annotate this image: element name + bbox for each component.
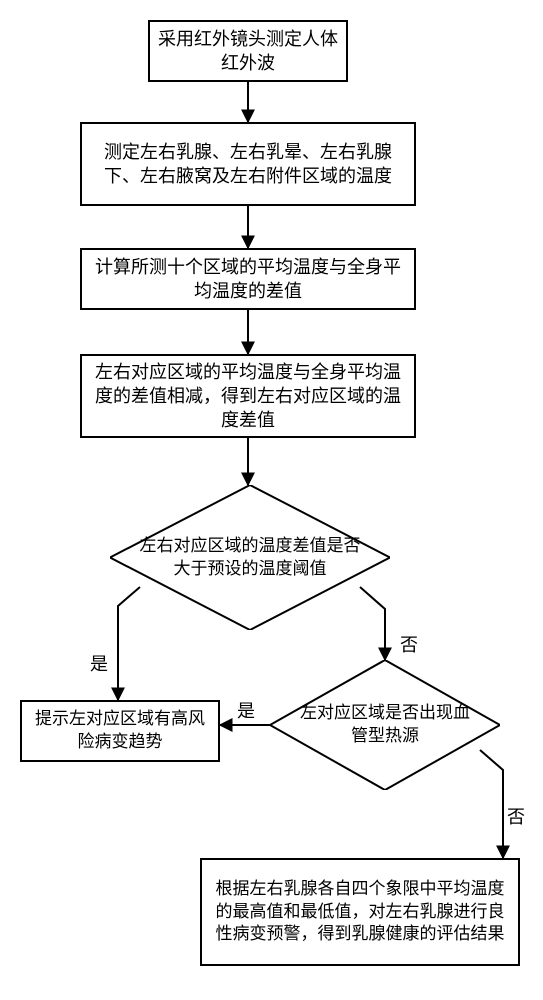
node-text: 根据左右乳腺各自四个象限中平均温度的最高值和最低值，对左右乳腺进行良性病变预警，… [210,878,510,947]
node-text: 左右对应区域的温度差值是否大于预设的温度阈值 [138,535,362,581]
node-n6: 提示左对应区域有高风险病变趋势 [20,700,220,762]
node-n8: 根据左右乳腺各自四个象限中平均温度的最高值和最低值，对左右乳腺进行良性病变预警，… [200,858,520,966]
node-n4: 左右对应区域的平均温度与全身平均温度的差值相减，得到左右对应区域的温度差值 [80,354,416,438]
node-n3: 计算所测十个区域的平均温度与全身平均温度的差值 [80,248,416,310]
edge-label-no2: 否 [507,808,525,826]
node-text: 左右对应区域的平均温度与全身平均温度的差值相减，得到左右对应区域的温度差值 [90,360,406,433]
edge-label-no1: 否 [400,636,418,654]
edge-label-yes1: 是 [90,655,108,673]
node-text: 提示左对应区域有高风险病变趋势 [30,708,210,754]
node-n1: 采用红外镜头测定人体红外波 [148,20,348,82]
node-n5: 左右对应区域的温度差值是否大于预设的温度阈值 [110,485,390,630]
node-text: 采用红外镜头测定人体红外波 [158,27,338,76]
node-n7: 左对应区域是否出现血管型热源 [270,660,500,790]
node-n2: 测定左右乳腺、左右乳晕、左右乳腺下、左右腋窝及左右附件区域的温度 [80,122,416,206]
node-text: 计算所测十个区域的平均温度与全身平均温度的差值 [90,255,406,304]
node-text: 左对应区域是否出现血管型热源 [298,702,472,748]
node-text: 测定左右乳腺、左右乳晕、左右乳腺下、左右腋窝及左右附件区域的温度 [90,140,406,189]
edge-label-yes2: 是 [237,702,255,720]
